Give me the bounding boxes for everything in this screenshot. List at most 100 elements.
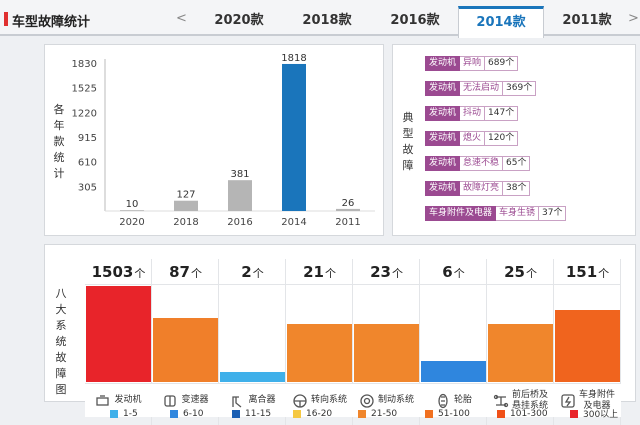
legend-label: 101-300: [510, 408, 548, 419]
prev-arrow-icon[interactable]: <: [176, 11, 187, 26]
fault-count: 37个: [539, 206, 567, 221]
legend-label: 6-10: [183, 408, 204, 419]
fault-item[interactable]: 发动机 故障灯亮 38个: [425, 181, 531, 196]
bar-value-label: 10: [126, 199, 139, 210]
legend-swatch: [110, 409, 118, 418]
system-count-unit: 个: [190, 267, 202, 280]
y-tick-label: 915: [78, 133, 97, 144]
system-column[interactable]: 87个 变速器: [152, 259, 219, 425]
system-column[interactable]: 151个 车身附件 及电器: [554, 259, 621, 425]
bar-2014[interactable]: [282, 63, 306, 211]
system-name: 车身附件 及电器: [578, 389, 615, 411]
y-tick-label: 1525: [72, 84, 97, 95]
x-tick-label: 2016: [227, 217, 252, 228]
side-label-char: 年: [53, 119, 65, 132]
legend-item: 51-100: [425, 409, 470, 419]
system-column[interactable]: 1503个 发动机: [85, 259, 152, 425]
suspension-icon: [493, 394, 509, 407]
fault-item[interactable]: 车身附件及电器 车身生锈 37个: [425, 206, 567, 221]
bar-2016[interactable]: [228, 180, 252, 211]
fault-name: 无法启动: [460, 81, 504, 96]
system-label: 车身附件 及电器: [554, 383, 621, 417]
y-tick-label: 1220: [72, 108, 97, 119]
legend-swatch: [232, 409, 240, 418]
system-count-value: 23: [370, 263, 391, 281]
legend-label: 16-20: [306, 408, 333, 419]
steering-wheel-icon: [293, 393, 307, 408]
legend-label: 21-50: [371, 408, 398, 419]
system-count-value: 2: [241, 263, 252, 281]
fault-count: 147个: [485, 106, 519, 121]
fault-category: 发动机: [425, 156, 461, 171]
tab-2018[interactable]: 2018款: [302, 13, 352, 28]
tab-2014[interactable]: 2014款: [458, 6, 544, 38]
system-bar: [555, 310, 620, 382]
system-count-unit: 个: [453, 267, 465, 280]
fault-name: 车身生锈: [496, 206, 540, 221]
system-bar: [220, 372, 285, 382]
side-label-char: 款: [53, 135, 65, 148]
system-bar: [488, 324, 553, 382]
bar-2018[interactable]: [174, 200, 198, 211]
clutch-icon: [232, 395, 242, 408]
system-column[interactable]: 6个轮胎: [420, 259, 487, 425]
legend-swatch: [570, 409, 578, 418]
fault-item[interactable]: 发动机 无法启动 369个: [425, 81, 537, 96]
system-bar: [287, 324, 352, 382]
fault-item[interactable]: 发动机 异响 689个: [425, 56, 519, 71]
bar-2020[interactable]: [120, 210, 144, 211]
system-name: 变速器: [181, 395, 209, 405]
system-count: 21个: [286, 259, 353, 285]
system-count-unit: 个: [134, 267, 146, 280]
fault-item[interactable]: 发动机 怠速不稳 65个: [425, 156, 531, 171]
next-arrow-icon[interactable]: >: [628, 11, 639, 26]
system-name: 轮胎: [453, 395, 472, 405]
fault-name: 抖动: [460, 106, 486, 121]
system-columns: 1503个 发动机 87个 变速器 2个 离合器 21个 转向系统 23个 制动系统 6个 轮胎 25个…: [85, 259, 629, 425]
legend-item: 101-300: [497, 409, 548, 419]
fault-name: 故障灯亮: [460, 181, 504, 196]
bar-value-label: 26: [342, 198, 355, 209]
system-label: 变速器: [152, 383, 219, 417]
system-bar: [421, 361, 486, 382]
system-name: 发动机: [114, 395, 142, 405]
header-bar: 车型故障统计 < 2020款 2018款 2016款 2014款 2011款 >: [0, 0, 640, 38]
legend-swatch: [358, 409, 366, 418]
fault-category: 发动机: [425, 106, 461, 121]
fault-category: 发动机: [425, 181, 461, 196]
legend-swatch: [425, 409, 433, 418]
side-label-char: 故: [402, 143, 414, 156]
bar-2011[interactable]: [336, 208, 360, 211]
tab-2011[interactable]: 2011款: [562, 13, 612, 28]
fault-item[interactable]: 发动机 熄火 120个: [425, 131, 519, 146]
system-count: 6个: [420, 259, 487, 285]
side-label-char: 系: [55, 319, 67, 332]
system-column[interactable]: 21个 转向系统: [286, 259, 353, 425]
fault-category: 发动机: [425, 56, 461, 71]
system-count-unit: 个: [252, 267, 264, 280]
fault-category: 发动机: [425, 81, 461, 96]
system-column[interactable]: 25个 前后桥及 悬挂系统: [487, 259, 554, 425]
legend-item: 300以上: [570, 407, 618, 420]
legend-label: 1-5: [123, 408, 138, 419]
typical-fault-panel: 发动机 异响 689个 发动机 无法启动 369个 发动机 抖动 147个 发动机 熄火 120个 发动…: [392, 44, 636, 236]
fault-category: 发动机: [425, 131, 461, 146]
side-label-char: 大: [55, 303, 67, 316]
system-name: 前后桥及 悬挂系统: [511, 389, 548, 411]
system-count-unit: 个: [324, 267, 336, 280]
system-column[interactable]: 23个 制动系统: [353, 259, 420, 425]
system-count: 23个: [353, 259, 420, 285]
tab-2020[interactable]: 2020款: [214, 13, 264, 28]
system-column[interactable]: 2个 离合器: [219, 259, 286, 425]
side-label-char: 各: [53, 103, 65, 116]
fault-count: 369个: [503, 81, 537, 96]
side-label-char: 图: [55, 383, 67, 396]
x-tick-label: 2018: [173, 217, 198, 228]
legend-item: 11-15: [232, 409, 271, 419]
fault-item[interactable]: 发动机 抖动 147个: [425, 106, 519, 121]
system-bar: [86, 286, 151, 382]
engine-icon: [96, 394, 110, 406]
legend-label: 300以上: [583, 410, 619, 420]
system-panel: 1503个 发动机 87个 变速器 2个 离合器 21个 转向系统 23个 制动系统 6个 轮胎 25个…: [44, 244, 636, 425]
tab-2016[interactable]: 2016款: [390, 13, 440, 28]
